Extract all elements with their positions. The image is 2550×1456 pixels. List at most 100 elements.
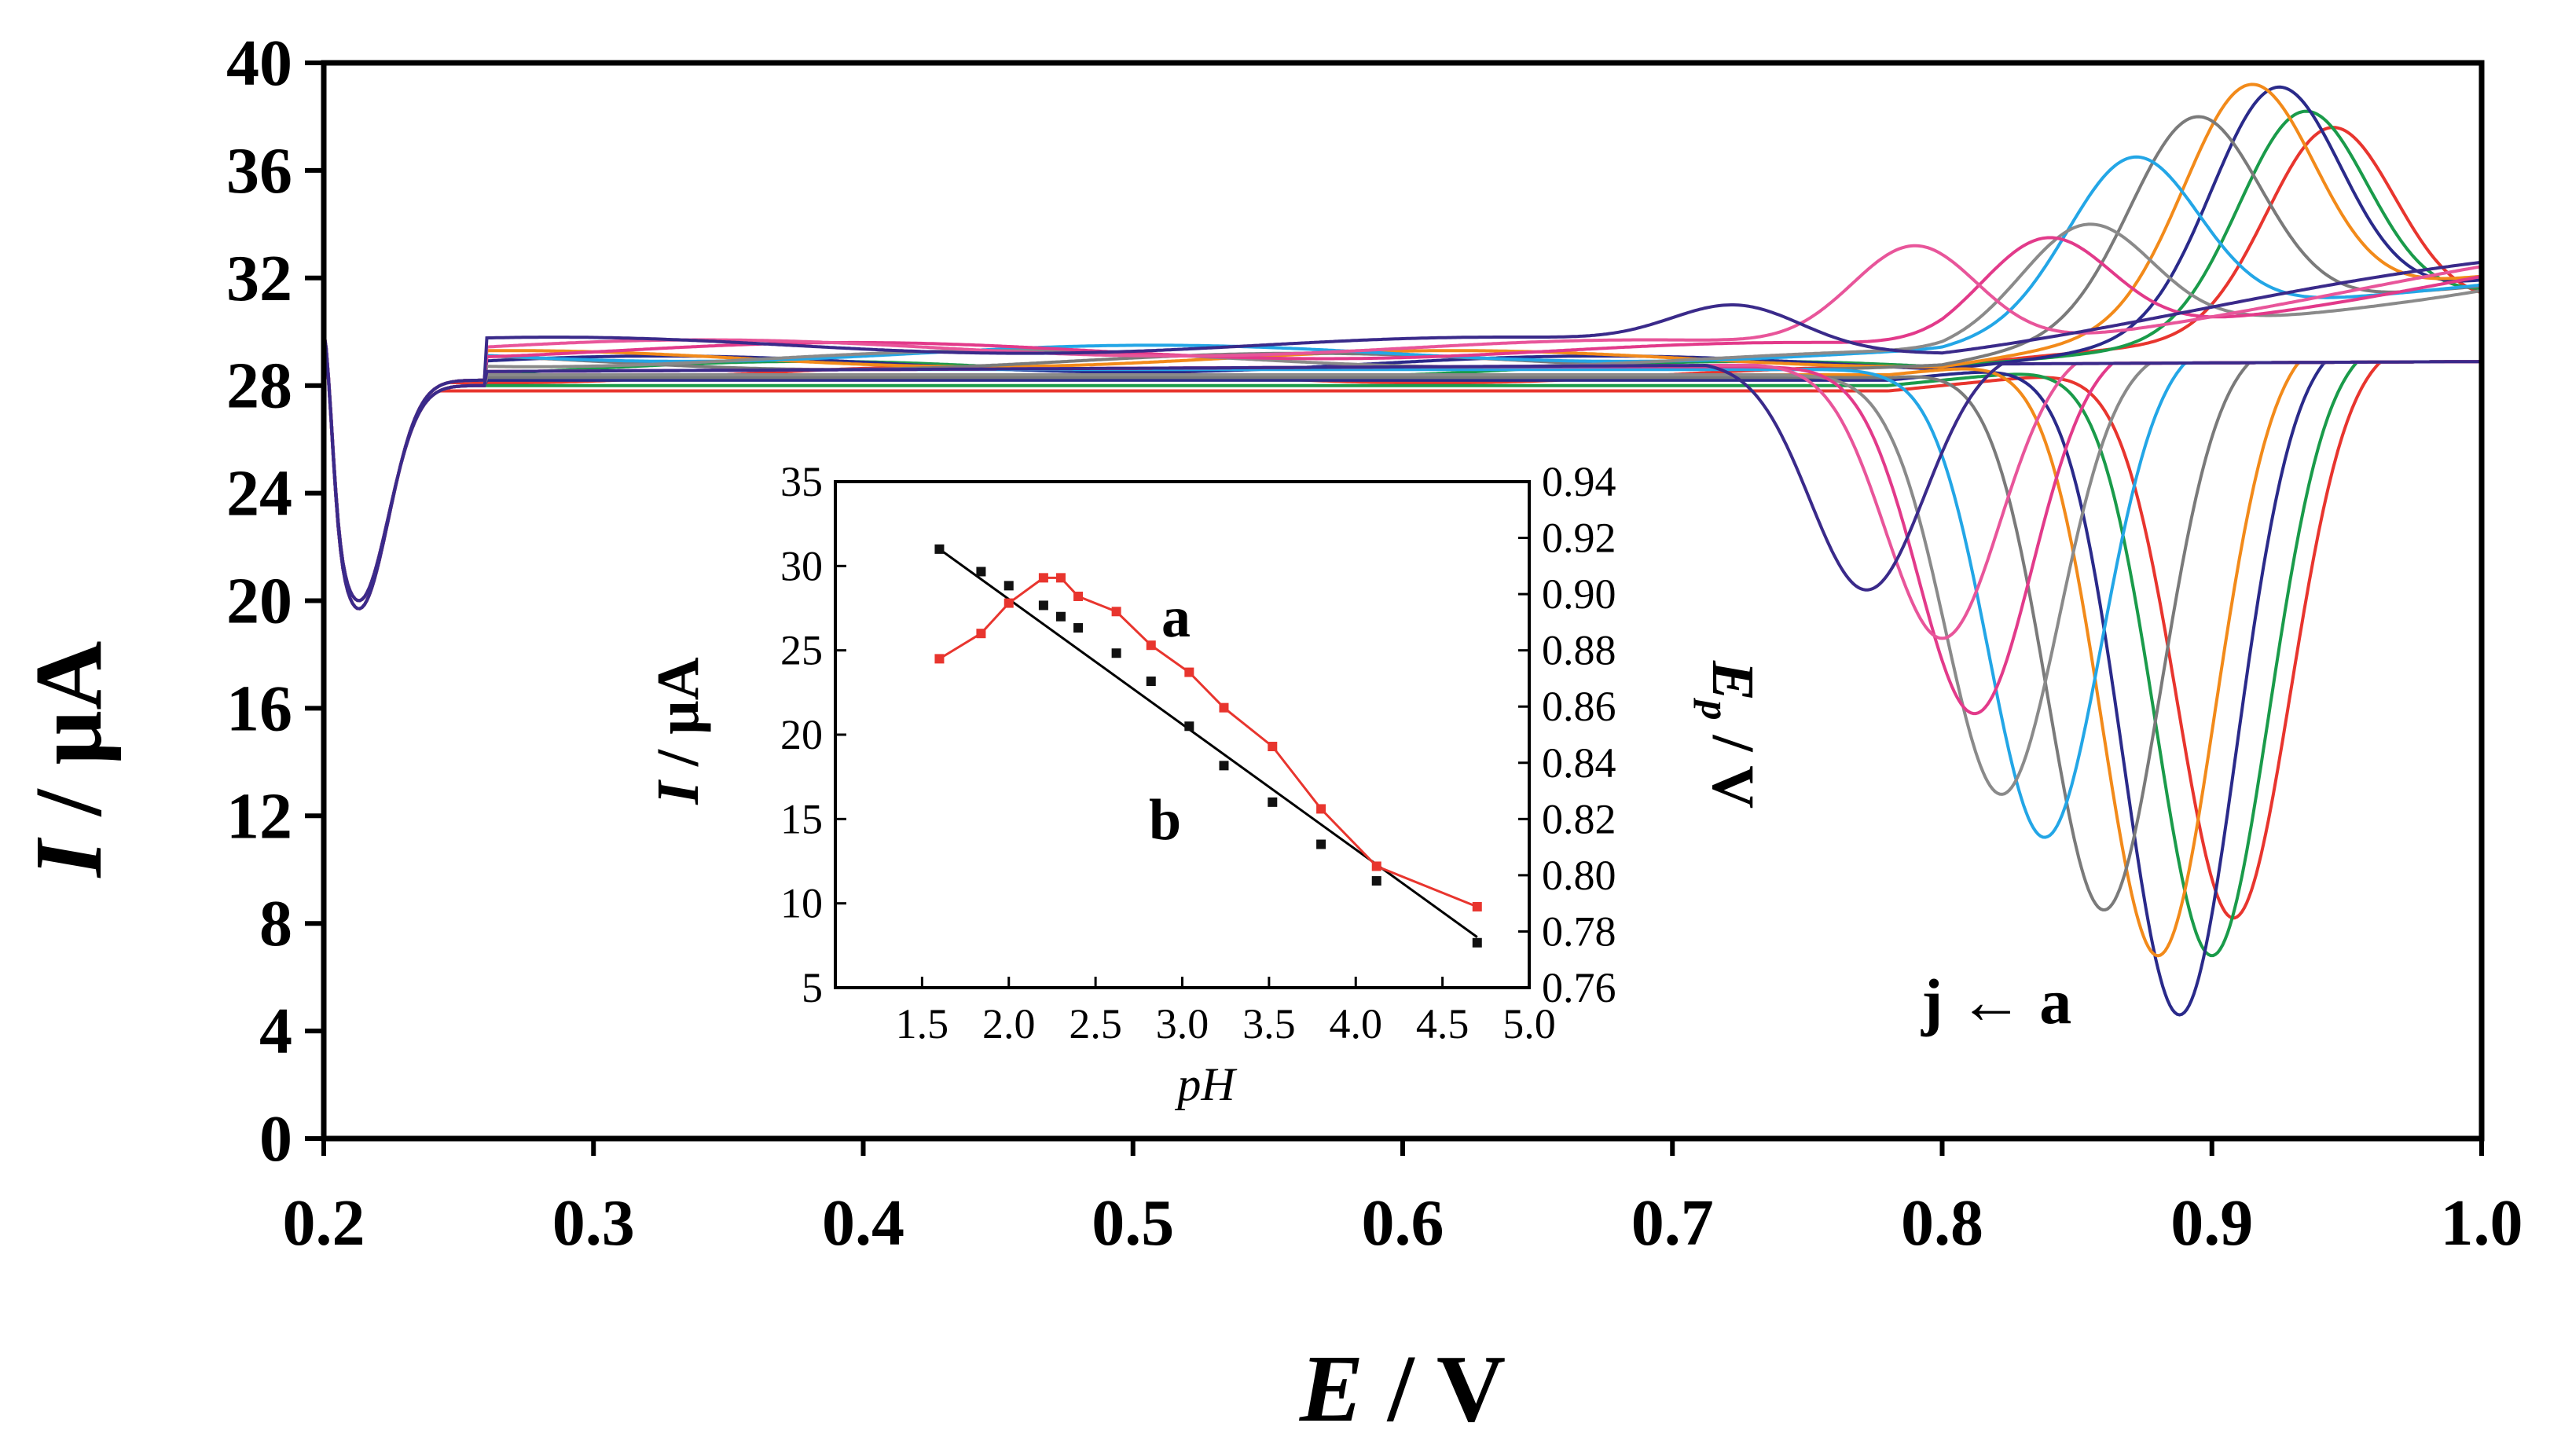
inset-series-a-label: a xyxy=(1161,585,1191,650)
main-x-tick-label: 1.0 xyxy=(2441,1186,2523,1260)
inset-fit-line xyxy=(938,548,1478,938)
main-y-tick-label: 24 xyxy=(226,457,292,530)
voltammogram-forward-c xyxy=(322,331,2482,1017)
main-x-tick-label: 0.7 xyxy=(1631,1186,1714,1260)
inset-x-tick-label: 4.0 xyxy=(1330,1000,1383,1047)
main-x-tick-label: 0.9 xyxy=(2170,1186,2253,1260)
main-x-tick-label: 0.3 xyxy=(552,1186,635,1260)
inset-x-tick-label: 2.5 xyxy=(1069,1000,1122,1047)
main-y-tick-label: 8 xyxy=(259,887,292,960)
main-x-tick-label: 0.6 xyxy=(1362,1186,1444,1260)
inset-right-y-ticks: 0.76 0.78 0.80 0.82 0.84 0.86 0.88 0.90 0.92 0.94 xyxy=(1518,458,1616,1011)
inset-point-a xyxy=(1146,640,1156,651)
inset-left-y-title-unit: / µA xyxy=(645,657,711,781)
inset-point-a xyxy=(1184,667,1194,677)
inset-right-y-tick-label: 0.92 xyxy=(1542,515,1616,562)
inset-right-y-tick-label: 0.76 xyxy=(1542,964,1616,1011)
inset-point-b xyxy=(1316,839,1326,849)
main-y-ticks: 0 4 8 12 16 20 24 28 32 36 40 xyxy=(226,27,324,1175)
inset-right-y-axis-title: Ep / V xyxy=(1693,660,1766,809)
main-y-tick-label: 20 xyxy=(226,565,292,638)
inset-point-a xyxy=(1371,861,1381,871)
main-x-ticks: 0.2 0.3 0.4 0.5 0.6 0.7 0.8 0.9 1.0 xyxy=(283,1139,2523,1260)
inset-point-b xyxy=(976,567,986,577)
inset-series-b-label: b xyxy=(1149,788,1181,853)
main-y-tick-label: 0 xyxy=(259,1102,292,1175)
main-chart: 0.2 0.3 0.4 0.5 0.6 0.7 0.8 0.9 1.0 0 4 8 12 16 20 24 2… xyxy=(16,27,2523,1442)
inset-left-y-tick-label: 35 xyxy=(780,458,823,505)
inset-left-y-tick-label: 15 xyxy=(780,795,823,842)
inset-point-b xyxy=(1268,797,1278,807)
voltammogram-forward-b xyxy=(322,331,2482,958)
inset-left-y-title-symbol: I xyxy=(645,779,711,805)
inset-point-a xyxy=(1219,702,1229,713)
voltammogram-reverse-j xyxy=(322,260,2482,611)
main-y-tick-label: 16 xyxy=(226,672,292,745)
inset-x-tick-label: 4.5 xyxy=(1416,1000,1469,1047)
inset-series xyxy=(934,544,1482,948)
voltammogram-reverse-d xyxy=(322,83,2482,611)
inset-left-y-tick-label: 20 xyxy=(780,711,823,758)
inset-point-b xyxy=(1055,611,1066,622)
inset-point-a xyxy=(934,654,945,664)
inset-x-tick-label: 1.5 xyxy=(896,1000,949,1047)
inset-right-y-tick-label: 0.90 xyxy=(1542,570,1616,618)
inset-right-y-tick-label: 0.86 xyxy=(1542,683,1616,730)
main-y-tick-label: 36 xyxy=(226,134,292,207)
inset-x-tick-label: 3.0 xyxy=(1156,1000,1209,1047)
inset-left-y-ticks: 5 10 15 20 25 30 35 xyxy=(780,458,846,1011)
main-y-axis-title-symbol: I xyxy=(16,837,122,878)
inset-point-a xyxy=(1111,607,1121,617)
inset-point-a xyxy=(976,629,986,639)
voltammogram-forward-a xyxy=(322,331,2482,920)
inset-right-y-title-unit: / V xyxy=(1700,721,1766,809)
main-y-axis-title: I / µA xyxy=(16,641,122,879)
inset-chart: 1.5 2.0 2.5 3.0 3.5 4.0 4.5 5.0 5 10 15 20 25 30 35 0… xyxy=(645,458,1766,1110)
inset-fit-line-b xyxy=(938,548,1478,938)
inset-left-y-tick-label: 10 xyxy=(780,880,823,927)
main-x-axis-title: E / V xyxy=(1299,1336,1506,1442)
inset-right-y-title-subscript: p xyxy=(1693,698,1737,721)
inset-x-tick-label: 5.0 xyxy=(1502,1000,1556,1047)
main-x-tick-label: 0.4 xyxy=(822,1186,904,1260)
main-y-tick-label: 40 xyxy=(226,27,292,100)
inset-point-a xyxy=(1472,901,1482,911)
main-x-tick-label: 0.5 xyxy=(1092,1186,1174,1260)
inset-point-a xyxy=(1073,591,1084,601)
voltammogram-reverse-f xyxy=(322,155,2482,611)
main-curves xyxy=(322,83,2482,1017)
inset-point-b xyxy=(1146,677,1156,687)
voltammogram-forward-g xyxy=(322,331,2482,796)
inset-background xyxy=(835,482,1529,988)
main-y-tick-label: 4 xyxy=(259,995,292,1068)
main-y-tick-label: 28 xyxy=(226,350,292,423)
voltammogram-reverse-h xyxy=(322,236,2482,611)
inset-point-b xyxy=(1073,623,1084,633)
inset-point-b xyxy=(1038,600,1048,611)
inset-point-a xyxy=(1055,573,1066,583)
inset-right-y-tick-label: 0.88 xyxy=(1542,627,1616,674)
inset-point-b xyxy=(1003,581,1014,591)
inset-right-y-tick-label: 0.78 xyxy=(1542,908,1616,955)
inset-right-y-title-symbol: E xyxy=(1700,660,1766,701)
inset-point-a xyxy=(1316,804,1326,814)
inset-right-y-tick-label: 0.84 xyxy=(1542,739,1616,787)
main-x-axis-title-unit: / V xyxy=(1363,1336,1506,1442)
inset-line-a xyxy=(938,576,1478,908)
inset-right-y-tick-label: 0.80 xyxy=(1542,852,1616,899)
inset-right-y-tick-label: 0.94 xyxy=(1542,458,1616,505)
inset-point-b xyxy=(1371,876,1381,886)
inset-x-ticks: 1.5 2.0 2.5 3.0 3.5 4.0 4.5 5.0 xyxy=(896,977,1556,1047)
inset-point-b xyxy=(1219,761,1229,771)
inset-point-a xyxy=(1268,742,1278,752)
inset-point-a xyxy=(1038,573,1048,583)
inset-point-a xyxy=(1003,598,1014,608)
inset-x-tick-label: 2.0 xyxy=(982,1000,1036,1047)
main-y-axis-title-unit: / µA xyxy=(16,641,122,840)
main-y-tick-label: 12 xyxy=(226,779,292,853)
series-order-annotation: j ← a xyxy=(1921,966,2071,1037)
inset-right-y-tick-label: 0.82 xyxy=(1542,795,1616,842)
main-y-tick-label: 32 xyxy=(226,242,292,315)
inset-left-y-axis-title: I / µA xyxy=(645,657,711,805)
